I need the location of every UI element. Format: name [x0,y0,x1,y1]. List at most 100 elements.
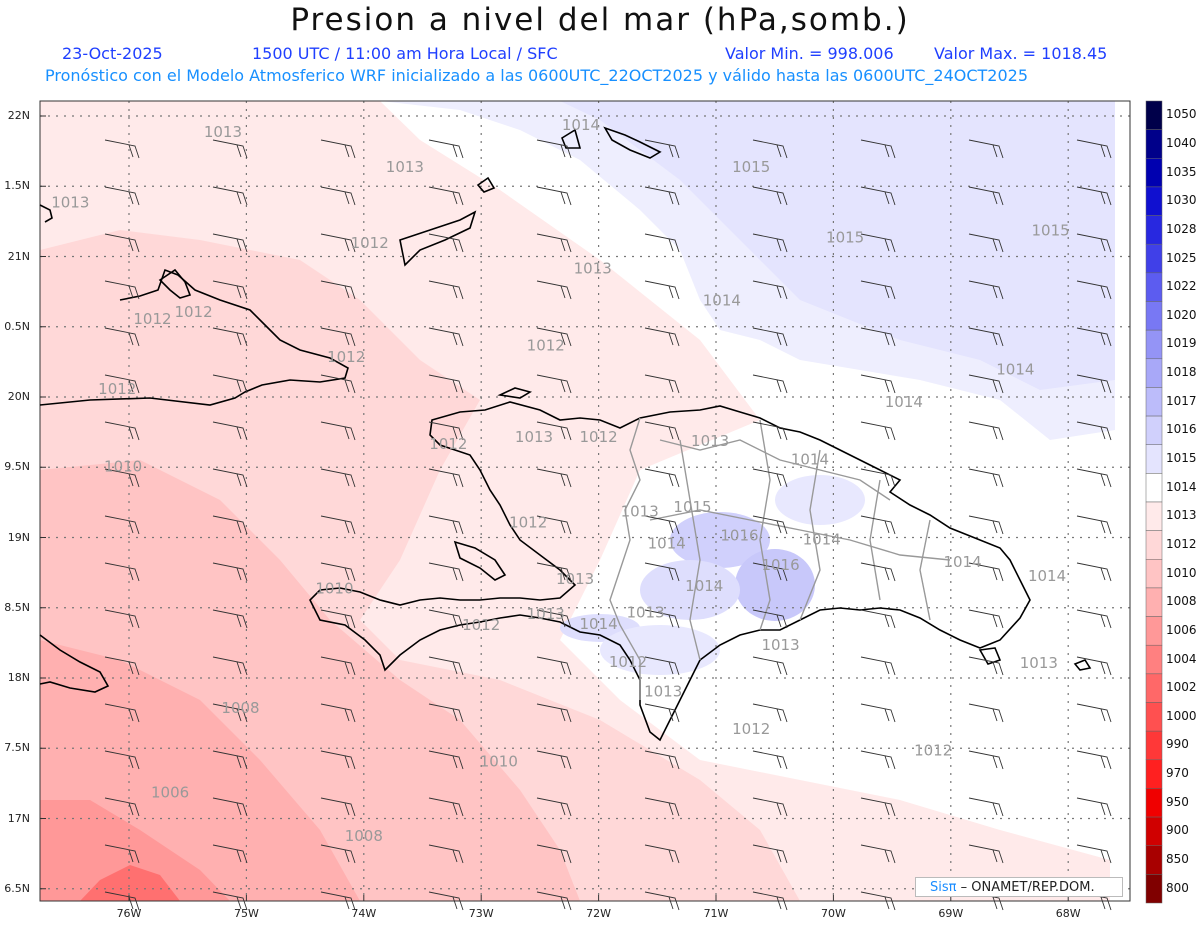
wind-barb [212,891,248,911]
contour-label: 1013 [626,604,664,622]
contour-label: 1013 [556,570,594,588]
contour-label: 1013 [51,193,89,211]
legend-swatch [1145,644,1163,675]
wind-barb [860,609,896,629]
contour-label: 1015 [673,498,711,516]
turks-islet-b [603,126,662,159]
province-line-central [649,509,951,561]
province-line-north [659,439,891,501]
contour-label: 1013 [691,432,729,450]
contour-label: 1012 [509,514,547,532]
wind-barb [212,656,248,676]
wind-barb [752,186,788,206]
wind-barb [104,797,140,817]
legend-level: 1002 [1166,680,1197,695]
wind-barb [428,609,464,629]
legend-level: 1014 [1166,479,1197,494]
wind-barb [428,844,464,864]
wind-barb [968,562,1004,582]
wind-barb [644,515,680,535]
wind-barb [968,468,1004,488]
contour-label: 1014 [1028,567,1066,585]
province-borders [609,417,951,700]
wind-barb [1076,703,1112,723]
wind-barb [104,562,140,582]
wind-barb [752,609,788,629]
wind-barb [644,703,680,723]
wind-barb [644,233,680,253]
wind-barb [428,797,464,817]
contour-label: 1012 [609,653,647,671]
lat-label: 9.5N [4,460,30,474]
saona-island [978,647,1002,665]
legend-level: 970 [1166,766,1189,781]
legend-swatch [1145,186,1163,216]
wind-barb [212,609,248,629]
wind-barb [320,609,356,629]
wind-barb [1076,280,1112,300]
lat-label: 7.5N [4,741,30,755]
legend-level: 1008 [1166,594,1197,609]
wind-barb [644,327,680,347]
wind-barb [428,233,464,253]
contour-label: 1013 [1020,654,1058,672]
wind-barb [644,421,680,441]
band-1014-inland [775,475,865,525]
contour-label: 1006 [151,783,189,801]
wind-barb [536,280,572,300]
lon-label: 75W [233,907,259,920]
contour-labels: 1013 1013 1013 1014 1015 1012 1013 1015 1015 1012… [51,116,1069,845]
legend-swatch [1145,215,1163,245]
wind-barb [968,844,1004,864]
wind-barb [752,139,788,159]
wind-barb [644,139,680,159]
lat-label: 22N [7,109,30,122]
wind-barb [320,515,356,535]
wind-barb [536,186,572,206]
wind-barb [752,891,788,911]
wind-barb [860,139,896,159]
contour-label: 1013 [761,636,799,654]
forecast-date: 23-Oct-2025 [62,44,163,63]
lon-label: 68W [1055,907,1081,920]
contour-label: 1012 [580,428,618,446]
wind-barb [428,421,464,441]
wind-barb [212,468,248,488]
wind-barb [860,280,896,300]
contour-label: 1012 [327,348,365,366]
province-line-east-b [869,479,881,601]
contour-label: 1014 [996,361,1034,379]
wind-barb [752,515,788,535]
wind-barb [644,609,680,629]
contour-label: 1012 [429,435,467,453]
wind-barb [536,844,572,864]
legend-swatch [1145,100,1163,130]
contour-label: 1013 [574,259,612,277]
wind-barb [320,797,356,817]
wind-barb [428,468,464,488]
credit-box: Sisπ – ONAMET/REP.DOM. [915,877,1123,897]
wind-barb [212,797,248,817]
contour-label: 1014 [803,531,841,549]
wind-barb [320,562,356,582]
band-1006 [40,800,230,901]
wind-barb [752,233,788,253]
contour-label: 1014 [580,615,618,633]
contour-label: 1010 [315,580,353,598]
legend-swatch [1145,816,1163,846]
wind-barb [104,280,140,300]
wind-barb [428,750,464,770]
wind-barb [536,891,572,911]
contour-label: 1016 [761,556,799,574]
wind-barb [968,374,1004,394]
wind-barb [212,186,248,206]
legend-level: 1030 [1166,193,1197,208]
wind-barb [320,139,356,159]
contour-label: 1013 [527,605,565,623]
wind-barb [212,750,248,770]
wind-barb [536,139,572,159]
wind-barb [860,797,896,817]
wind-barb [1076,327,1112,347]
lat-label: 1.5N [4,179,30,193]
jamaica-coast [39,634,110,693]
